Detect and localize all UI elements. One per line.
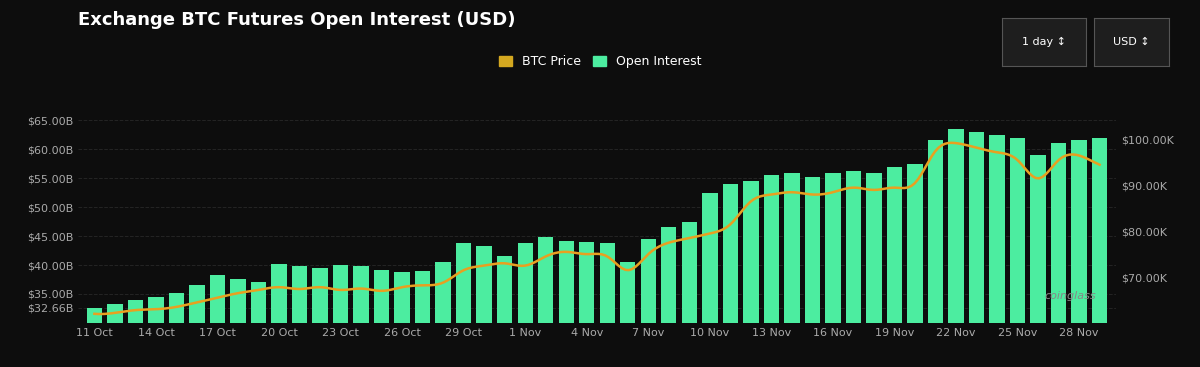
Bar xyxy=(620,262,636,367)
Bar xyxy=(948,129,964,367)
Bar xyxy=(332,265,348,367)
Bar xyxy=(1010,138,1025,367)
Bar xyxy=(805,177,820,367)
Bar xyxy=(846,171,862,367)
Text: USD ↕: USD ↕ xyxy=(1114,37,1150,47)
Bar xyxy=(497,256,512,367)
Bar xyxy=(1051,143,1067,367)
Bar xyxy=(968,132,984,367)
Text: coinglass: coinglass xyxy=(1044,291,1096,301)
Bar xyxy=(661,227,677,367)
Bar xyxy=(1031,155,1045,367)
Bar xyxy=(826,174,841,367)
Bar xyxy=(169,293,184,367)
Bar xyxy=(395,272,410,367)
Bar xyxy=(517,243,533,367)
Bar xyxy=(682,222,697,367)
Bar xyxy=(312,268,328,367)
Bar xyxy=(702,193,718,367)
Bar xyxy=(353,266,368,367)
Bar xyxy=(722,184,738,367)
Bar xyxy=(538,237,553,367)
Bar xyxy=(149,297,163,367)
Text: Exchange BTC Futures Open Interest (USD): Exchange BTC Futures Open Interest (USD) xyxy=(78,11,516,29)
Bar xyxy=(374,270,389,367)
Bar xyxy=(190,285,205,367)
Bar xyxy=(784,174,799,367)
Bar xyxy=(271,264,287,367)
Bar xyxy=(230,280,246,367)
Bar xyxy=(210,276,226,367)
Bar xyxy=(866,174,882,367)
Bar xyxy=(1072,141,1087,367)
Bar xyxy=(456,243,472,367)
Bar xyxy=(415,271,431,367)
Legend: BTC Price, Open Interest: BTC Price, Open Interest xyxy=(494,50,706,73)
Bar xyxy=(292,266,307,367)
Bar xyxy=(887,167,902,367)
Bar xyxy=(989,135,1004,367)
Bar xyxy=(600,243,614,367)
Text: 1 day ↕: 1 day ↕ xyxy=(1022,37,1066,47)
Bar xyxy=(436,262,451,367)
Bar xyxy=(107,304,122,367)
Bar xyxy=(86,308,102,367)
Bar xyxy=(251,282,266,367)
Bar xyxy=(907,164,923,367)
Bar xyxy=(928,141,943,367)
Bar xyxy=(127,300,143,367)
Bar xyxy=(743,181,758,367)
Bar xyxy=(763,175,779,367)
Bar xyxy=(476,247,492,367)
Bar xyxy=(1092,138,1108,367)
Bar xyxy=(558,241,574,367)
Bar xyxy=(580,242,594,367)
Bar xyxy=(641,239,656,367)
